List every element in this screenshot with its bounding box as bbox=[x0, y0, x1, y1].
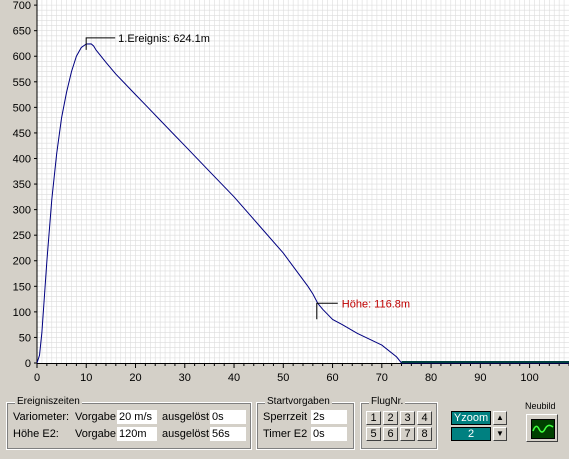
y-tick-label: 650 bbox=[13, 26, 31, 38]
y-tick-label: 300 bbox=[13, 205, 31, 217]
flug-button-1[interactable]: 1 bbox=[366, 411, 381, 425]
flug-button-5[interactable]: 5 bbox=[366, 427, 381, 441]
y-tick-label: 200 bbox=[13, 256, 31, 268]
annotation-1-marker bbox=[85, 37, 116, 50]
yzoom-down-button[interactable]: ▼ bbox=[493, 427, 507, 441]
hoehe-e2-vorgabe-label: Vorgabe bbox=[75, 428, 116, 440]
y-tick-label: 50 bbox=[19, 332, 31, 344]
flugnr-group: FlugNr. bbox=[360, 396, 438, 450]
y-tick-label: 500 bbox=[13, 102, 31, 114]
x-tick-label: 20 bbox=[129, 372, 141, 384]
annotation-2-label: Höhe: 116.8m bbox=[342, 298, 410, 310]
ereigniszeiten-title: Ereigniszeiten bbox=[15, 396, 82, 408]
y-tick-label: 700 bbox=[13, 0, 31, 12]
startvorgaben-title: Startvorgaben bbox=[265, 396, 332, 408]
timer-e2-field[interactable]: 0s bbox=[311, 427, 347, 441]
sperrzeit-label: Sperrzeit bbox=[263, 411, 308, 423]
annotation-2-marker bbox=[316, 302, 338, 320]
startvorgaben-group: Startvorgaben bbox=[256, 396, 355, 450]
altitude-chart: 0501001502002503003504004505005506006507… bbox=[12, 0, 569, 384]
grid-horizontal bbox=[37, 4, 569, 359]
x-tick-label: 60 bbox=[326, 372, 338, 384]
arrow-up-icon: ▲ bbox=[496, 413, 504, 422]
x-tick-label: 70 bbox=[376, 372, 388, 384]
y-tick-labels: 0 50 100 150 200 250 300 350 400 450 500 550 600 650 7… bbox=[13, 0, 37, 370]
yzoom-label: Yzoom bbox=[451, 411, 491, 425]
neubild-label: Neubild bbox=[525, 401, 556, 411]
variometer-ausgeloest-label: ausgelöst bbox=[162, 411, 210, 423]
x-tick-label: 50 bbox=[277, 372, 289, 384]
variometer-ausgeloest-field[interactable]: 0s bbox=[210, 410, 246, 424]
y-tick-label: 350 bbox=[13, 179, 31, 191]
sperrzeit-field[interactable]: 2s bbox=[311, 410, 347, 424]
y-tick-label: 550 bbox=[13, 77, 31, 89]
y-tick-label: 0 bbox=[25, 358, 31, 370]
grid-vertical bbox=[41, 0, 565, 363]
series-line-altitude bbox=[36, 43, 569, 364]
yzoom-value[interactable]: 2 bbox=[451, 427, 491, 441]
flugnr-title: FlugNr. bbox=[369, 396, 406, 408]
flug-button-4[interactable]: 4 bbox=[417, 411, 432, 425]
hoehe-e2-ausgeloest-label: ausgelöst bbox=[162, 428, 210, 440]
y-tick-label: 450 bbox=[13, 128, 31, 140]
x-tick-labels: 0 10 20 30 40 50 60 70 80 90 100 bbox=[34, 363, 569, 384]
annotation-1-label: 1.Ereignis: 624.1m bbox=[118, 33, 210, 45]
x-tick-label: 100 bbox=[520, 372, 538, 384]
variometer-label: Variometer: bbox=[13, 411, 70, 423]
y-tick-label: 600 bbox=[13, 51, 31, 63]
yzoom-up-button[interactable]: ▲ bbox=[493, 411, 507, 425]
y-tick-label: 250 bbox=[13, 230, 31, 242]
x-tick-label: 0 bbox=[34, 372, 40, 384]
hoehe-e2-label: Höhe E2: bbox=[13, 428, 59, 440]
flug-button-8[interactable]: 8 bbox=[417, 427, 432, 441]
x-tick-label: 80 bbox=[425, 372, 437, 384]
variometer-vorgabe-label: Vorgabe bbox=[75, 411, 116, 423]
hoehe-e2-vorgabe-field[interactable]: 120m bbox=[117, 427, 157, 441]
hoehe-e2-ausgeloest-field[interactable]: 56s bbox=[210, 427, 246, 441]
flug-button-3[interactable]: 3 bbox=[400, 411, 415, 425]
annotations: 1.Ereignis: 624.1m Höhe: 116.8m bbox=[85, 33, 569, 363]
x-tick-label: 90 bbox=[474, 372, 486, 384]
timer-e2-label: Timer E2 bbox=[263, 428, 308, 440]
flug-button-7[interactable]: 7 bbox=[400, 427, 415, 441]
oscilloscope-icon bbox=[531, 419, 555, 439]
y-tick-label: 400 bbox=[13, 153, 31, 165]
flug-button-6[interactable]: 6 bbox=[383, 427, 398, 441]
y-tick-label: 150 bbox=[13, 281, 31, 293]
ereigniszeiten-group: Ereigniszeiten bbox=[6, 396, 252, 450]
variometer-vorgabe-field[interactable]: 20 m/s bbox=[117, 410, 157, 424]
arrow-down-icon: ▼ bbox=[496, 429, 504, 438]
x-tick-label: 10 bbox=[80, 372, 92, 384]
x-tick-label: 40 bbox=[228, 372, 240, 384]
neubild-button[interactable] bbox=[526, 414, 558, 442]
flug-button-2[interactable]: 2 bbox=[383, 411, 398, 425]
x-tick-label: 30 bbox=[179, 372, 191, 384]
y-tick-label: 100 bbox=[13, 307, 31, 319]
